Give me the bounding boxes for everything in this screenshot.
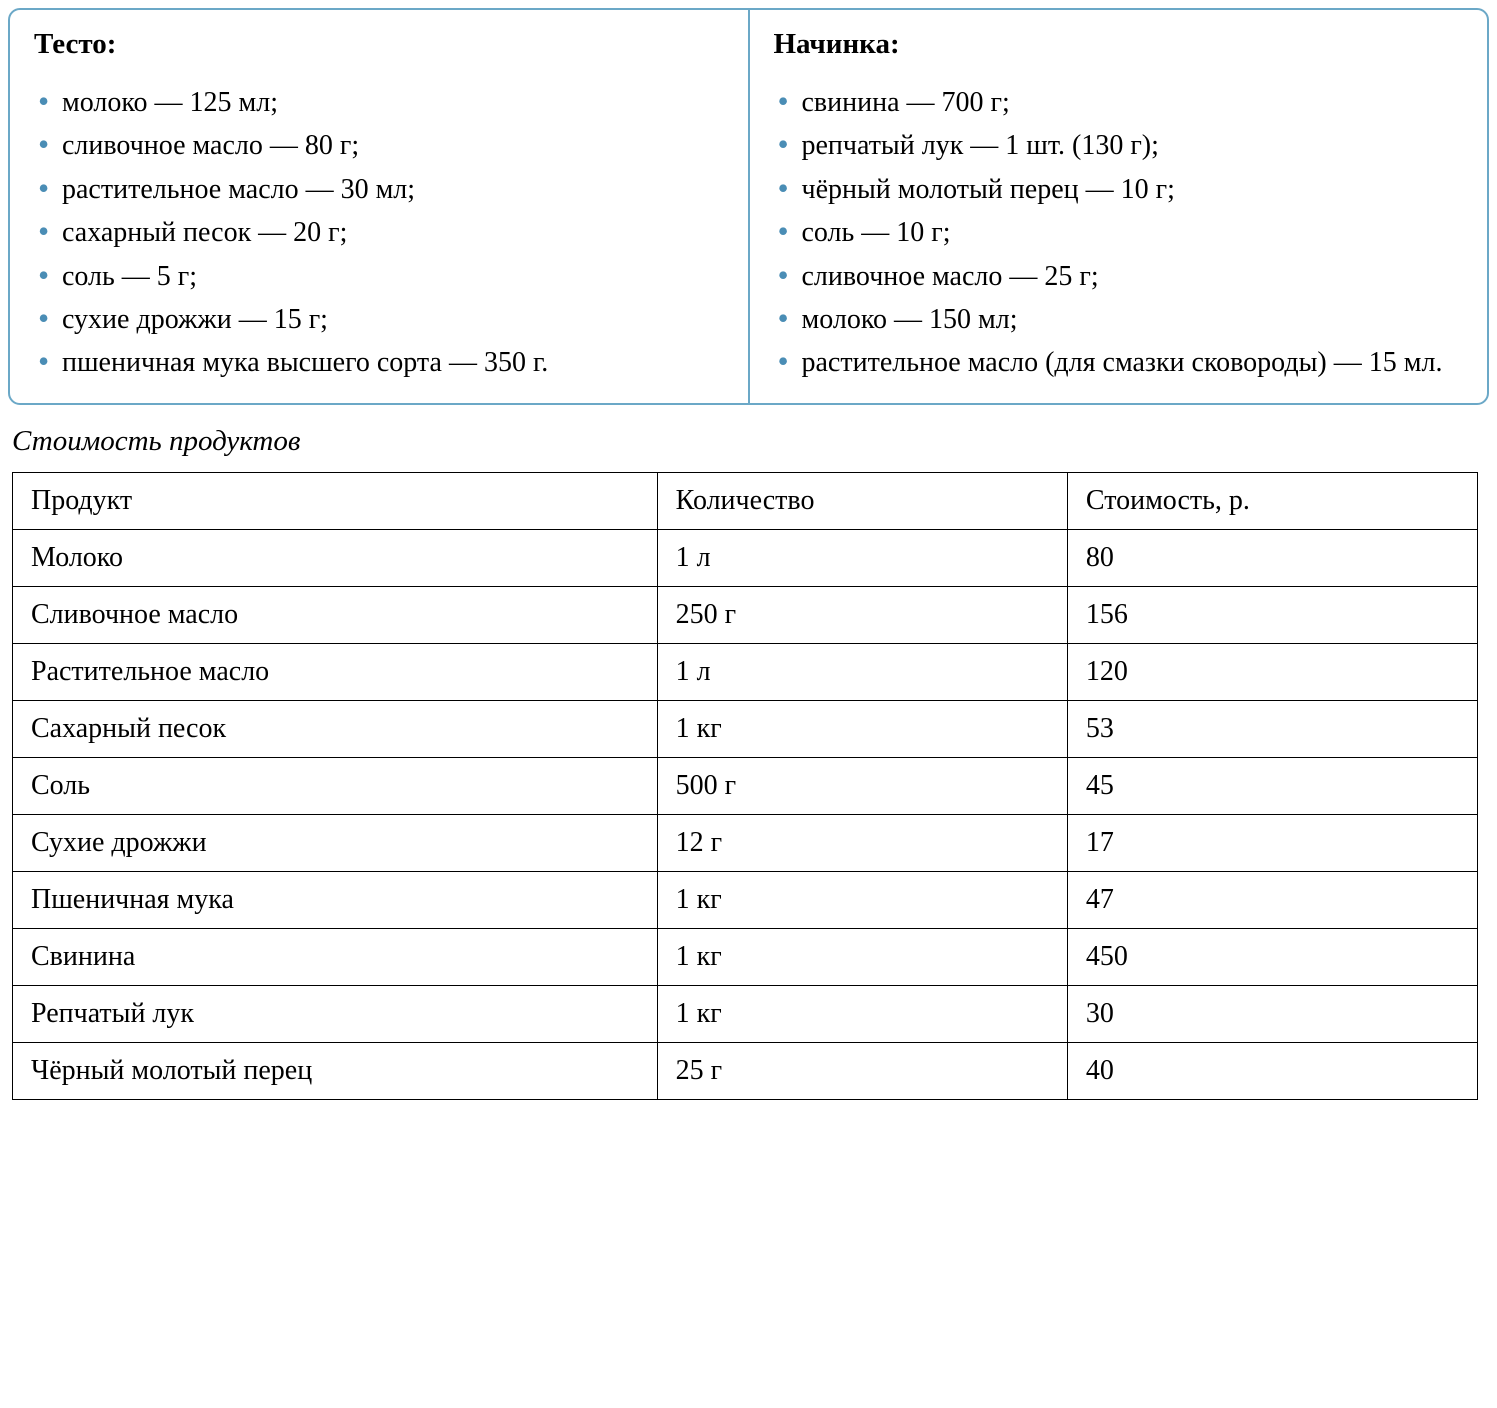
list-item: сухие дрожжи — 15 г; (34, 298, 724, 341)
cell-quantity: 500 г (657, 757, 1067, 814)
cell-quantity: 25 г (657, 1042, 1067, 1099)
dough-column: Тесто: молоко — 125 мл; сливочное масло … (10, 10, 750, 403)
list-item: сливочное масло — 80 г; (34, 124, 724, 167)
cell-quantity: 1 кг (657, 871, 1067, 928)
cell-product: Репчатый лук (13, 985, 658, 1042)
column-header-quantity: Количество (657, 472, 1067, 529)
list-item: растительное масло — 30 мл; (34, 168, 724, 211)
cell-price: 45 (1067, 757, 1477, 814)
dough-heading: Тесто: (34, 28, 724, 61)
table-row: Сухие дрожжи 12 г 17 (13, 814, 1478, 871)
cell-product: Пшеничная мука (13, 871, 658, 928)
table-row: Пшеничная мука 1 кг 47 (13, 871, 1478, 928)
cell-quantity: 1 кг (657, 700, 1067, 757)
cell-price: 17 (1067, 814, 1477, 871)
cell-price: 120 (1067, 643, 1477, 700)
list-item: пшеничная мука высшего сорта — 350 г. (34, 341, 724, 384)
table-header-row: Продукт Количество Стоимость, р. (13, 472, 1478, 529)
list-item: чёрный молотый перец — 10 г; (774, 168, 1464, 211)
cell-quantity: 1 л (657, 529, 1067, 586)
cell-product: Сахарный песок (13, 700, 658, 757)
table-row: Соль 500 г 45 (13, 757, 1478, 814)
cell-price: 40 (1067, 1042, 1477, 1099)
cell-price: 47 (1067, 871, 1477, 928)
cell-product: Молоко (13, 529, 658, 586)
table-row: Свинина 1 кг 450 (13, 928, 1478, 985)
column-header-price: Стоимость, р. (1067, 472, 1477, 529)
list-item: соль — 10 г; (774, 211, 1464, 254)
cell-product: Растительное масло (13, 643, 658, 700)
cell-price: 53 (1067, 700, 1477, 757)
filling-heading: Начинка: (774, 28, 1464, 61)
cell-quantity: 1 кг (657, 985, 1067, 1042)
table-row: Сливочное масло 250 г 156 (13, 586, 1478, 643)
cell-quantity: 1 кг (657, 928, 1067, 985)
table-row: Репчатый лук 1 кг 30 (13, 985, 1478, 1042)
cell-quantity: 1 л (657, 643, 1067, 700)
filling-column: Начинка: свинина — 700 г; репчатый лук —… (750, 10, 1488, 403)
table-row: Растительное масло 1 л 120 (13, 643, 1478, 700)
list-item: свинина — 700 г; (774, 81, 1464, 124)
table-row: Молоко 1 л 80 (13, 529, 1478, 586)
pricing-table: Продукт Количество Стоимость, р. Молоко … (12, 472, 1478, 1100)
cell-product: Чёрный молотый перец (13, 1042, 658, 1099)
list-item: растительное масло (для смазки сковороды… (774, 341, 1464, 384)
list-item: сахарный песок — 20 г; (34, 211, 724, 254)
list-item: молоко — 150 мл; (774, 298, 1464, 341)
list-item: репчатый лук — 1 шт. (130 г); (774, 124, 1464, 167)
list-item: молоко — 125 мл; (34, 81, 724, 124)
cell-product: Соль (13, 757, 658, 814)
cell-price: 80 (1067, 529, 1477, 586)
dough-list: молоко — 125 мл; сливочное масло — 80 г;… (34, 81, 724, 385)
cell-price: 450 (1067, 928, 1477, 985)
list-item: сливочное масло — 25 г; (774, 255, 1464, 298)
cell-price: 30 (1067, 985, 1477, 1042)
list-item: соль — 5 г; (34, 255, 724, 298)
cell-product: Сливочное масло (13, 586, 658, 643)
cell-price: 156 (1067, 586, 1477, 643)
table-row: Сахарный песок 1 кг 53 (13, 700, 1478, 757)
pricing-title: Стоимость продуктов (12, 425, 1489, 458)
cell-quantity: 12 г (657, 814, 1067, 871)
cell-quantity: 250 г (657, 586, 1067, 643)
recipe-box: Тесто: молоко — 125 мл; сливочное масло … (8, 8, 1489, 405)
filling-list: свинина — 700 г; репчатый лук — 1 шт. (1… (774, 81, 1464, 385)
table-row: Чёрный молотый перец 25 г 40 (13, 1042, 1478, 1099)
cell-product: Свинина (13, 928, 658, 985)
column-header-product: Продукт (13, 472, 658, 529)
cell-product: Сухие дрожжи (13, 814, 658, 871)
